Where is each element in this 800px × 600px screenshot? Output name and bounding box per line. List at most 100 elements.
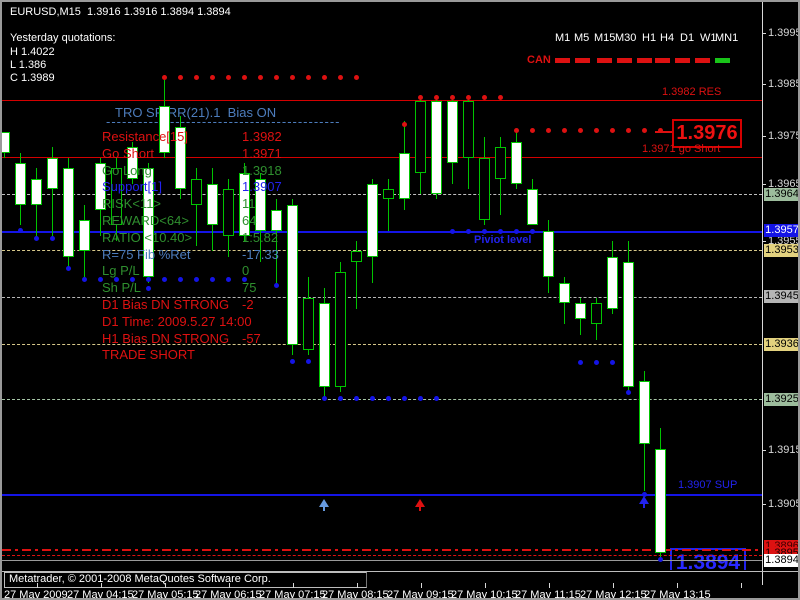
candlestick (623, 262, 634, 387)
signal-dot (82, 277, 87, 282)
signal-dot (658, 557, 663, 562)
candle-wick (196, 168, 197, 246)
level-line (2, 194, 762, 195)
signal-dot (626, 128, 631, 133)
can-dash-icon (597, 58, 612, 63)
candle-wick (356, 241, 357, 309)
indicator-row: D1 Bias DN STRONG -2 (102, 297, 254, 312)
candlestick (335, 272, 346, 387)
level-line (2, 555, 762, 556)
signal-dot (546, 128, 551, 133)
signal-dot (578, 360, 583, 365)
signal-dot (98, 277, 103, 282)
time-axis-tick (677, 583, 678, 588)
indicator-row: TRADE SHORT (102, 347, 195, 362)
level-line (2, 157, 762, 158)
indicator-row-value: 1.3971 (242, 145, 282, 161)
signal-dot (258, 75, 263, 80)
can-dash-icon (617, 58, 632, 63)
timeframe-button-mn1[interactable]: MN1 (715, 32, 739, 44)
price-tick-label: 1.3995 (768, 27, 800, 39)
signal-dot (434, 95, 439, 100)
price-tick-label: 1.3905 (768, 498, 800, 510)
can-dash-icon (655, 58, 670, 63)
timeframe-button-m1[interactable]: M1 (555, 32, 571, 44)
timeframe-button-m5[interactable]: M5 (574, 32, 590, 44)
price-tag: 1.3964 (764, 188, 799, 201)
indicator-row-label: R=75 Fib %Ret (102, 246, 191, 262)
candlestick (399, 153, 410, 199)
indicator-row: RATIO <10.40> 1:5.82 (102, 229, 278, 245)
time-axis-tick (613, 583, 614, 588)
time-axis-label: 27 May 12:15 (580, 589, 647, 600)
price-tick-label: 1.3915 (768, 444, 800, 456)
indicator-row-value: 1.3907 (242, 179, 282, 195)
price-tick (762, 504, 766, 505)
resistance-price-box: 1.3976 (672, 119, 742, 148)
price-tag: 1.3953 (764, 244, 799, 257)
candlestick (655, 449, 666, 553)
candlestick (479, 158, 490, 220)
level-line (2, 297, 762, 298)
time-axis-tick (293, 583, 294, 588)
signal-dot (274, 283, 279, 288)
signal-dot (514, 128, 519, 133)
yesterday-close: C 1.3989 (10, 72, 55, 84)
price-tick-label: 1.3975 (768, 130, 800, 142)
timeframe-button-h4[interactable]: H4 (660, 32, 675, 44)
time-axis-label: 27 May 10:15 (451, 589, 518, 600)
candle-wick (52, 147, 53, 236)
signal-dot (530, 229, 535, 234)
candlestick (543, 231, 554, 277)
signal-dot (642, 128, 647, 133)
indicator-row-value: 1:5.82 (242, 229, 279, 245)
indicator-row-label: RATIO <10.40> (102, 229, 193, 245)
can-dash-icon (575, 58, 590, 63)
price-tick (762, 184, 766, 185)
time-axis-label: 27 May 11:15 (515, 589, 581, 600)
time-axis-label: 27 May 08:15 (322, 589, 389, 600)
symbol-ohlc-readout: EURUSD,M15 1.3916 1.3916 1.3894 1.3894 (10, 6, 231, 18)
candlestick (591, 303, 602, 324)
chart-area[interactable]: EURUSD,M15 1.3916 1.3916 1.3894 1.3894 Y… (2, 2, 762, 570)
level-label: 1.3971 go Short (642, 143, 721, 155)
level-line (2, 231, 762, 233)
indicator-row-label: RISK<11> (102, 196, 162, 212)
timeframe-button-h1[interactable]: H1 (642, 32, 657, 44)
signal-dot (578, 128, 583, 133)
timeframe-button-w1[interactable]: W1 (700, 32, 717, 44)
price-tick (762, 450, 766, 451)
timeframe-button-m15[interactable]: M15 (594, 32, 616, 44)
price-tick (762, 84, 766, 85)
signal-dot (594, 360, 599, 365)
signal-dot (130, 277, 135, 282)
candlestick (639, 381, 650, 444)
indicator-row-value: -57 (242, 330, 261, 346)
indicator-row: Go Long 1.3918 (102, 163, 282, 178)
candlestick (63, 168, 74, 257)
indicator-row: Go Short 1.3971 (102, 146, 282, 161)
price-tag: 1.3945 (764, 290, 799, 303)
candlestick (239, 173, 250, 236)
level-line (2, 344, 762, 345)
timeframe-button-d1[interactable]: D1 (680, 32, 695, 44)
candlestick (511, 142, 522, 184)
indicator-row-value: 0 (242, 263, 250, 279)
signal-dot (146, 286, 151, 291)
timeframe-button-m30[interactable]: M30 (615, 32, 637, 44)
time-axis-label: 27 May 09:15 (387, 589, 454, 600)
indicator-row-label: Sh P/L (102, 280, 142, 296)
indicator-row-value: -17.33 (242, 246, 279, 262)
signal-dot (498, 229, 503, 234)
indicator-row-value: 64 (242, 213, 257, 228)
signal-dot (338, 396, 343, 401)
time-axis-tick (357, 583, 358, 588)
candlestick (415, 101, 426, 173)
signal-dot (626, 390, 631, 395)
time-axis-label: 27 May 07:15 (259, 589, 326, 600)
signal-dot (322, 396, 327, 401)
indicator-row: Support[1] 1.3907 (102, 179, 282, 194)
indicator-row-value: 1.3918 (242, 162, 282, 178)
indicator-row-value: 1.3982 (242, 129, 282, 144)
